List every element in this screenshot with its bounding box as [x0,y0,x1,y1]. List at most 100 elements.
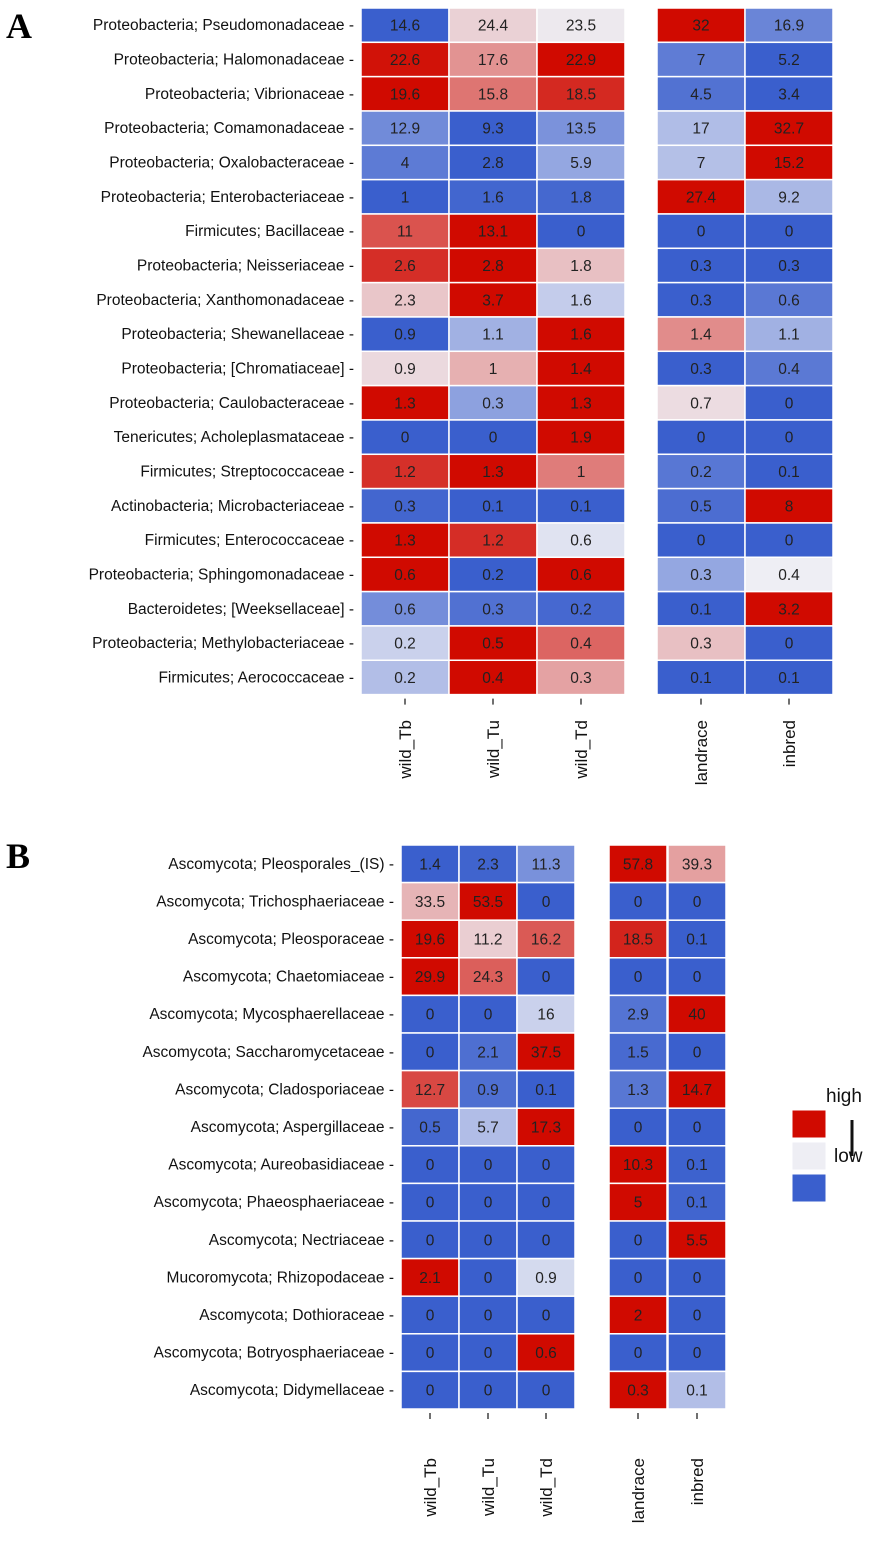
cell-value: 0.3 [690,258,712,275]
row-label: Proteobacteria; Enterobacteriaceae - [101,189,354,206]
heatmap-cell [360,41,450,78]
legend-low-label: low [834,1146,863,1167]
cell-value: 0 [693,894,702,911]
heatmap-cell [536,556,626,593]
cell-value: 1.2 [482,533,504,550]
cell-value: 0 [484,1308,493,1325]
heatmap-cell [608,1295,668,1335]
cell-value: 0 [426,1007,435,1024]
heatmap-a: Proteobacteria; Pseudomonadaceae - 14.6 24… [89,7,834,785]
heatmap-cell [360,7,450,44]
cell-value: 12.9 [390,121,420,138]
cell-value: 16.9 [774,18,804,35]
cell-value: 0 [542,969,551,986]
column-label: inbred [688,1458,707,1505]
cell-value: 32.7 [774,121,804,138]
row-label: Proteobacteria; Halomonadaceae - [114,51,354,68]
column-label: wild_Tb [396,720,415,780]
heatmap-cell [458,844,518,884]
heatmap-cell [458,881,518,921]
cell-value: 0.6 [394,567,416,584]
heatmap-cell [536,350,626,387]
cell-value: 0.2 [394,670,416,687]
row-label: Ascomycota; Pleosporaceae - [188,931,394,948]
row-label: Proteobacteria; Sphingomonadaceae - [89,566,354,583]
cell-value: 0 [542,1232,551,1249]
cell-value: 0 [426,1308,435,1325]
cell-value: 12.7 [415,1082,445,1099]
cell-value: 33.5 [415,894,445,911]
cell-value: 11.3 [531,856,560,873]
row-label: Mucoromycota; Rhizopodaceae - [167,1269,394,1286]
cell-value: 0.3 [394,498,416,515]
heatmap-cell [458,919,518,959]
heatmap-cell [400,1295,460,1335]
cell-value: 1.3 [394,395,416,412]
cell-value: 2.1 [419,1270,441,1287]
cell-value: 0.1 [686,1383,708,1400]
cell-value: 5 [634,1195,643,1212]
heatmap-cell [536,281,626,318]
heatmap-cell [608,919,668,959]
column-label: wild_Td [572,720,591,780]
cell-value: 0 [542,1383,551,1400]
row-label: Ascomycota; Dothioraceae - [199,1307,394,1324]
heatmap-cell [656,110,746,147]
heatmap-cell [667,881,727,921]
heatmap-cell [516,1032,576,1072]
cell-value: 22.6 [390,52,420,69]
cell-value: 0 [426,1232,435,1249]
heatmap-cell [516,1145,576,1185]
cell-value: 9.2 [778,189,800,206]
heatmap-cell [400,1069,460,1109]
cell-value: 19.6 [415,932,445,949]
cell-value: 0 [401,430,410,447]
heatmap-cell [360,384,450,421]
heatmap-cell [744,419,834,456]
heatmap-cell [608,1257,668,1297]
heatmap-cell [516,994,576,1034]
cell-value: 13.5 [566,121,596,138]
heatmap-cell [448,7,538,44]
heatmap-cell [656,522,746,559]
heatmap-cell [400,1182,460,1222]
cell-value: 0 [693,1345,702,1362]
heatmap-b: Ascomycota; Pleosporales_(IS) - 1.4 2.3 11.… [142,844,727,1523]
heatmap-cell [516,1370,576,1410]
cell-value: 0.6 [535,1345,557,1362]
cell-value: 13.1 [478,224,508,241]
heatmap-cell [458,957,518,997]
heatmap-cell [744,178,834,215]
row-label: Ascomycota; Mycosphaerellaceae - [149,1006,394,1023]
heatmap-cell [608,1370,668,1410]
cell-value: 1.8 [570,258,592,275]
cell-value: 0.1 [686,1195,708,1212]
cell-value: 11 [397,224,413,241]
heatmap-cell [656,487,746,524]
cell-value: 0.5 [419,1120,441,1137]
heatmap-cell [744,453,834,490]
heatmap-cell [448,659,538,696]
heatmap-cell [448,110,538,147]
row-label: Firmicutes; Aerococcaceae - [158,669,354,686]
cell-value: 0 [484,1232,493,1249]
cell-value: 0.3 [690,636,712,653]
cell-value: 11.2 [473,932,502,949]
cell-value: 0.6 [778,292,800,309]
legend-mid-swatch [791,1141,827,1171]
cell-value: 1 [489,361,498,378]
cell-value: 1 [401,189,410,206]
column-label: wild_Td [537,1458,556,1518]
cell-value: 2.8 [482,155,504,172]
cell-value: 0 [697,224,706,241]
row-label: Ascomycota; Cladosporiaceae - [175,1081,394,1098]
heatmap-cell [360,213,450,250]
heatmap-cell [516,844,576,884]
heatmap-cell [536,590,626,627]
heatmap-cell [360,522,450,559]
heatmap-cell [656,453,746,490]
cell-value: 0.2 [394,636,416,653]
row-label: Proteobacteria; Pseudomonadaceae - [93,17,354,34]
row-label: Tenericutes; Acholeplasmataceae - [114,429,354,446]
cell-value: 1.6 [482,189,504,206]
